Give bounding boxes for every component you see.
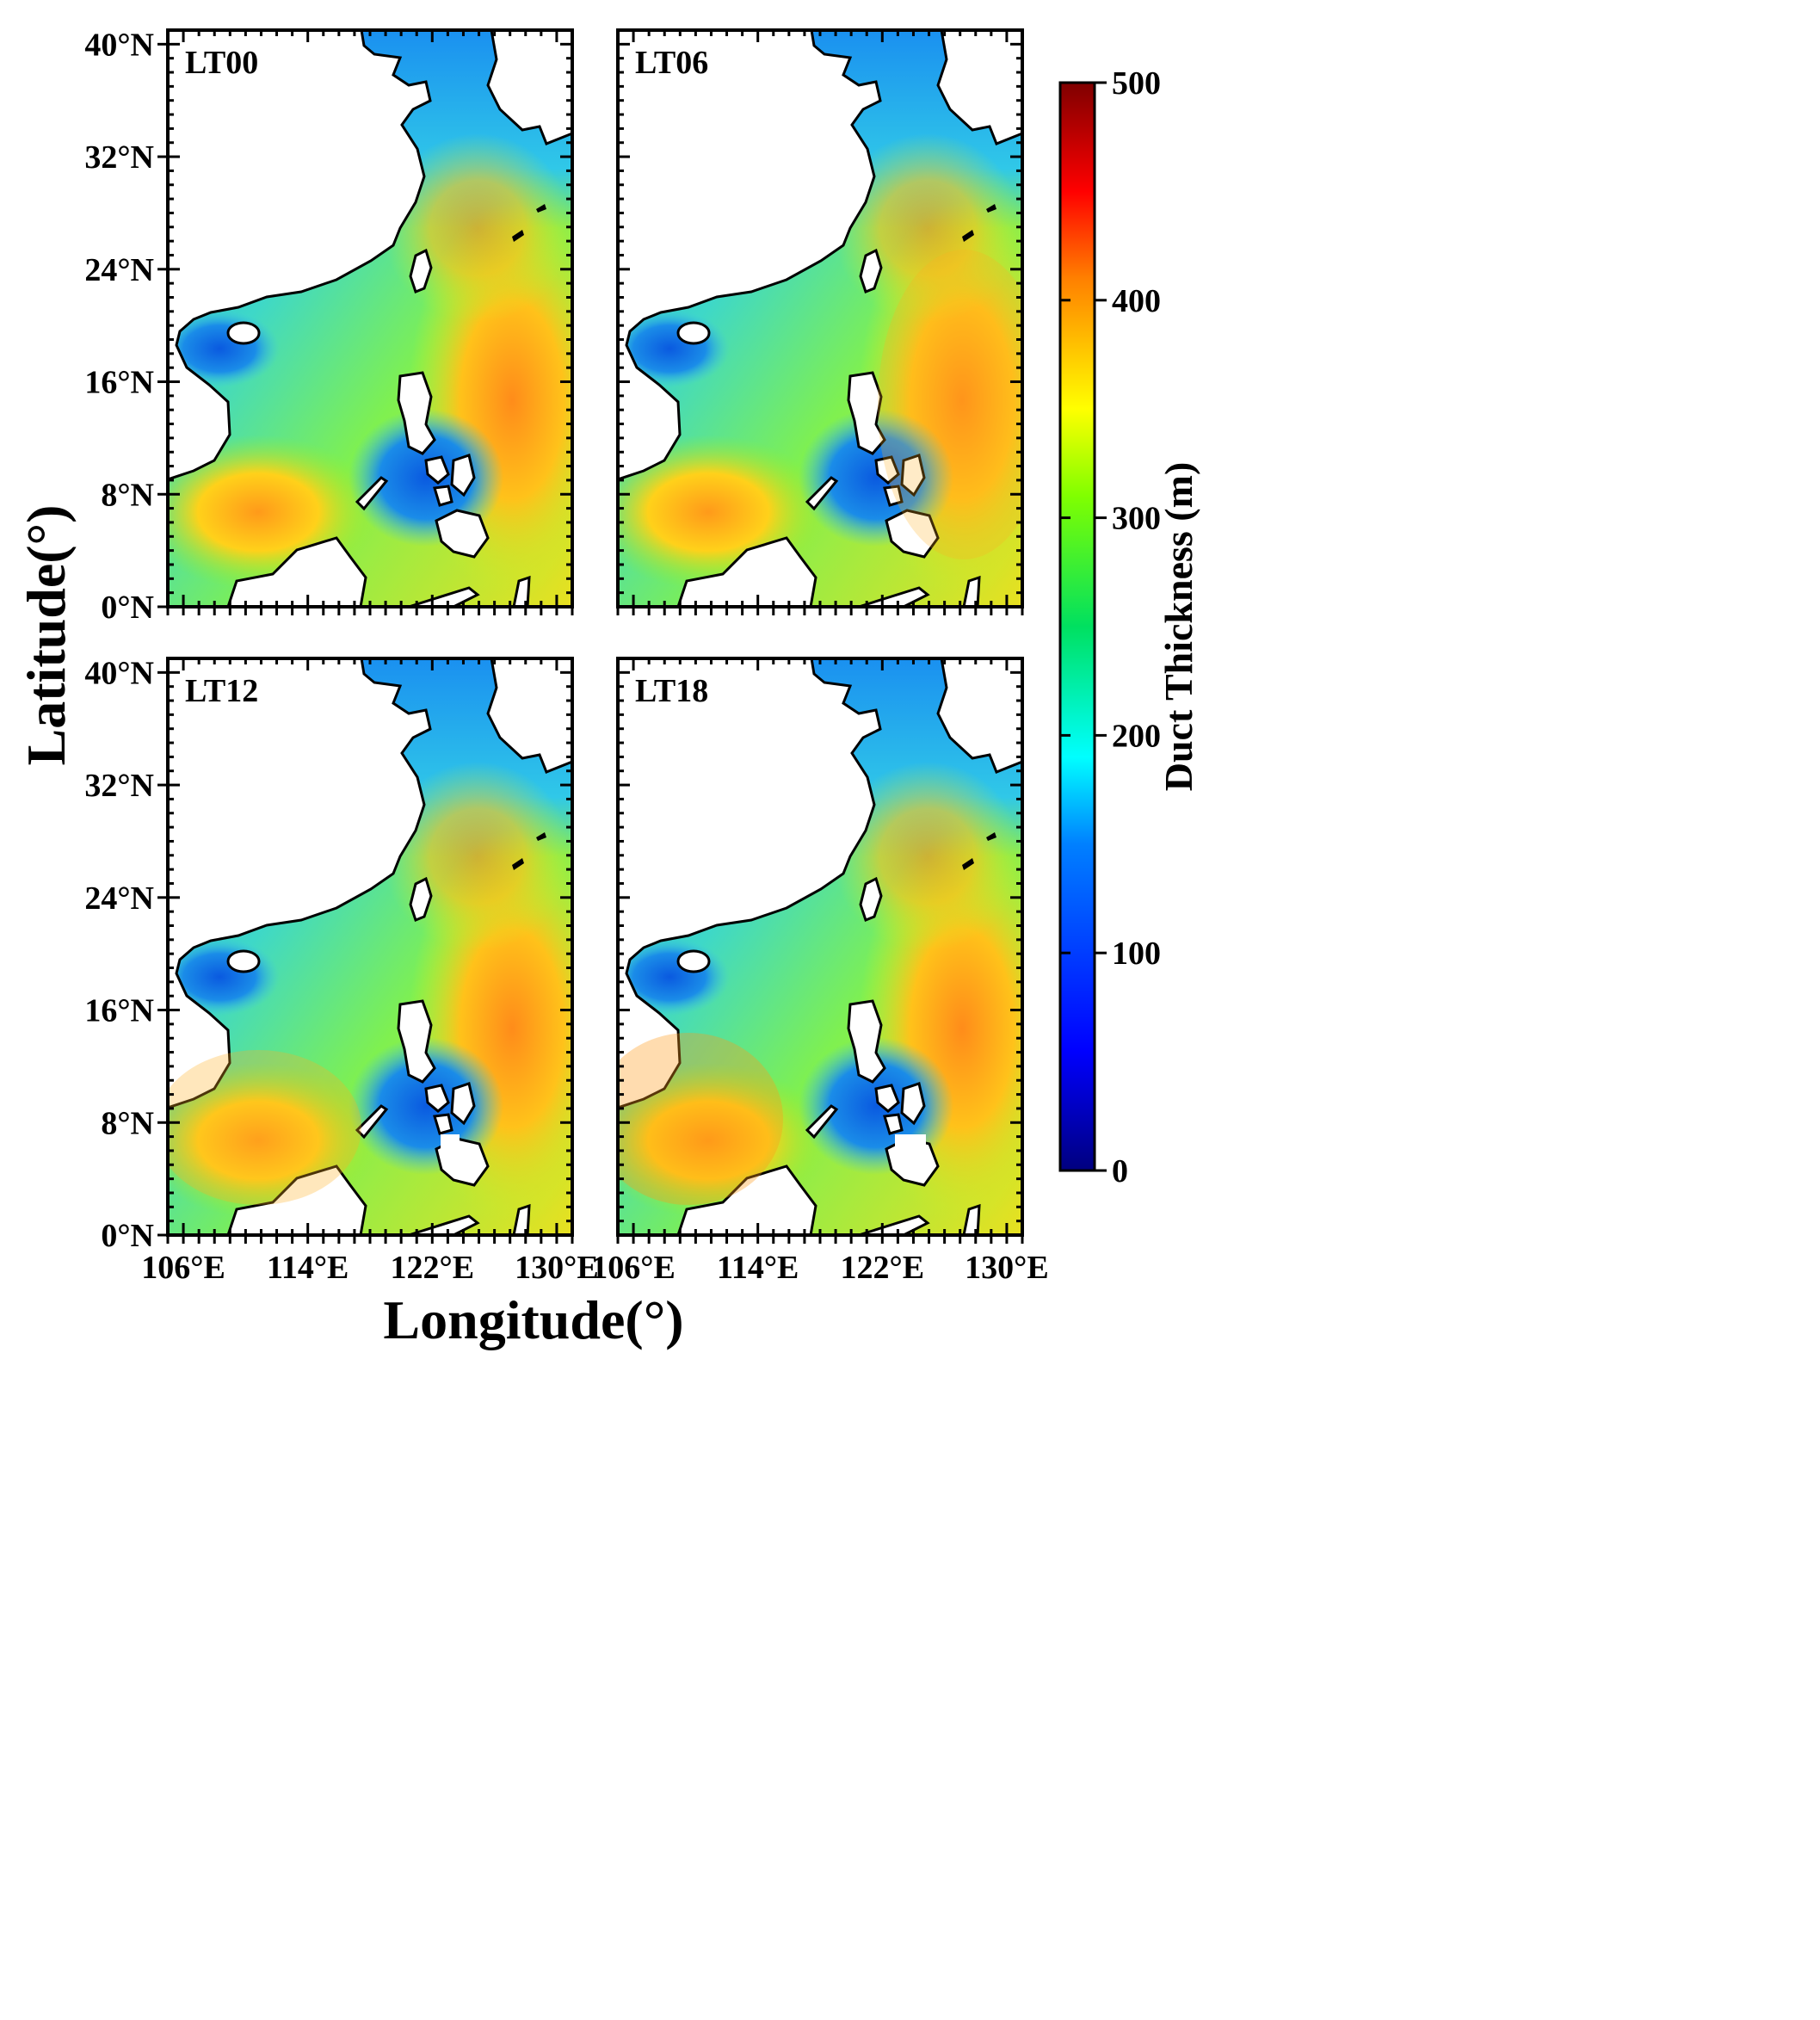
colorbar-tick-label: 100 [1112, 936, 1161, 972]
x-axis-title: Longitude(°) [383, 1289, 683, 1350]
lat-tick-label: 32°N [84, 768, 154, 804]
map-panel-lt12: LT12 [166, 657, 574, 1237]
map-panel-lt18: LT18 [616, 657, 1024, 1237]
lon-tick-label: 122°E [391, 1250, 475, 1286]
lon-tick-label: 114°E [267, 1250, 349, 1286]
axis-ticks: 40°N 32°N 24°N 16°N 8°N 0°N 40°N 32°N 24°N 16°N 8°… [84, 27, 1048, 1286]
lon-tick-label: 122°E [841, 1250, 925, 1286]
panel-label: LT18 [635, 673, 708, 709]
lat-tick-label: 32°N [84, 139, 154, 176]
y-axis-title: Latitude(°) [15, 505, 77, 766]
colorbar-tick-label: 400 [1112, 283, 1161, 319]
lon-tick-label: 114°E [717, 1250, 799, 1286]
lat-tick-label: 16°N [84, 365, 154, 401]
lat-tick-label: 8°N [101, 477, 154, 513]
colorbar-title: Duct Thickness (m) [1157, 462, 1200, 792]
colorbar-ticks: 500 400 300 200 100 0 [1060, 65, 1161, 1189]
colorbar-tick-label: 300 [1112, 501, 1161, 537]
lat-tick-label: 0°N [101, 1218, 154, 1254]
colorbar-tick-label: 500 [1112, 65, 1161, 102]
lat-tick-label: 16°N [84, 993, 154, 1029]
lat-tick-label: 8°N [101, 1105, 154, 1141]
lon-tick-label: 130°E [965, 1250, 1049, 1286]
lon-tick-label: 106°E [141, 1250, 225, 1286]
lat-tick-label: 40°N [84, 27, 154, 63]
map-panel-lt06: LT06 [616, 28, 1024, 608]
colorbar: 500 400 300 200 100 0 Duct Thickness (m) [1058, 65, 1200, 1189]
colorbar-gradient [1058, 81, 1096, 1172]
panel-label: LT06 [635, 45, 708, 81]
panel-label: LT12 [185, 673, 258, 709]
panel-label: LT00 [185, 45, 258, 81]
colorbar-tick-label: 0 [1112, 1153, 1128, 1189]
lon-tick-label: 106°E [591, 1250, 676, 1286]
map-panel-lt00: LT00 [166, 28, 574, 608]
lon-tick-label: 130°E [515, 1250, 599, 1286]
lat-tick-label: 40°N [84, 655, 154, 691]
lat-tick-label: 24°N [84, 252, 154, 288]
lat-tick-label: 24°N [84, 880, 154, 917]
colorbar-tick-label: 200 [1112, 718, 1161, 754]
lat-tick-label: 0°N [101, 590, 154, 626]
